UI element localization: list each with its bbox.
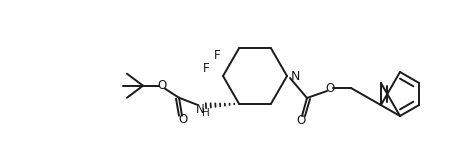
Text: N: N bbox=[196, 103, 204, 116]
Text: O: O bbox=[158, 79, 167, 92]
Text: O: O bbox=[178, 113, 188, 126]
Text: H: H bbox=[202, 108, 210, 118]
Text: F: F bbox=[202, 62, 209, 75]
Text: F: F bbox=[213, 49, 220, 62]
Text: N: N bbox=[291, 69, 300, 83]
Text: O: O bbox=[296, 114, 305, 128]
Text: O: O bbox=[325, 81, 335, 95]
